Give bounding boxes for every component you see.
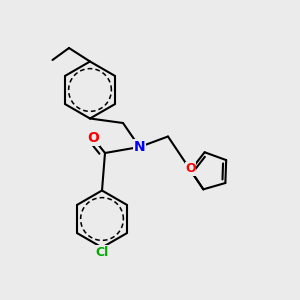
Text: O: O (185, 162, 196, 175)
Text: O: O (87, 131, 99, 145)
Text: Cl: Cl (95, 245, 109, 259)
Text: N: N (134, 140, 145, 154)
